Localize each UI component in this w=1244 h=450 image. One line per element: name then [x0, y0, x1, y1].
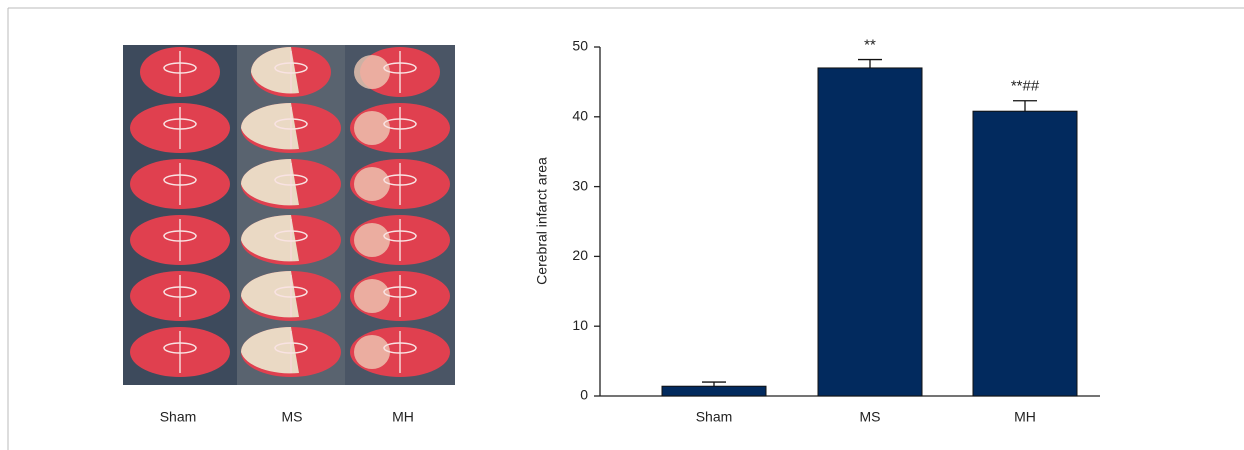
bar: [662, 386, 766, 396]
y-axis-label: Cerebral infarct area: [534, 157, 550, 285]
figure: Cerebral infarct area Sham MS MH 0 10 20 30 40 5…: [0, 0, 1244, 450]
x-tick-label: Sham: [696, 409, 733, 425]
y-tick-label: 20: [572, 247, 588, 263]
infarct-region: [354, 335, 390, 369]
x-tick-label: MS: [860, 409, 881, 425]
significance-annotation: **: [864, 37, 876, 54]
y-tick-label: 10: [572, 317, 588, 333]
photo-label: Sham: [160, 409, 197, 425]
error-bar: [702, 382, 726, 386]
error-bar: [858, 60, 882, 68]
y-tick-label: 30: [572, 177, 588, 193]
infarct-region: [354, 55, 390, 89]
x-tick-label: MH: [1014, 409, 1036, 425]
y-tick-label: 0: [580, 387, 588, 403]
infarct-region: [354, 223, 390, 257]
photo-label: MH: [392, 409, 414, 425]
y-tick-label: 50: [572, 38, 588, 54]
bar: [973, 111, 1077, 396]
photo-label: MS: [282, 409, 303, 425]
error-bar: [1013, 101, 1037, 111]
y-tick-label: 40: [572, 108, 588, 124]
infarct-region: [354, 279, 390, 313]
significance-annotation: **##: [1011, 78, 1040, 95]
brain-section-photo: [123, 45, 455, 385]
infarct-region: [354, 167, 390, 201]
bar: [818, 68, 922, 396]
infarct-region: [354, 111, 390, 145]
